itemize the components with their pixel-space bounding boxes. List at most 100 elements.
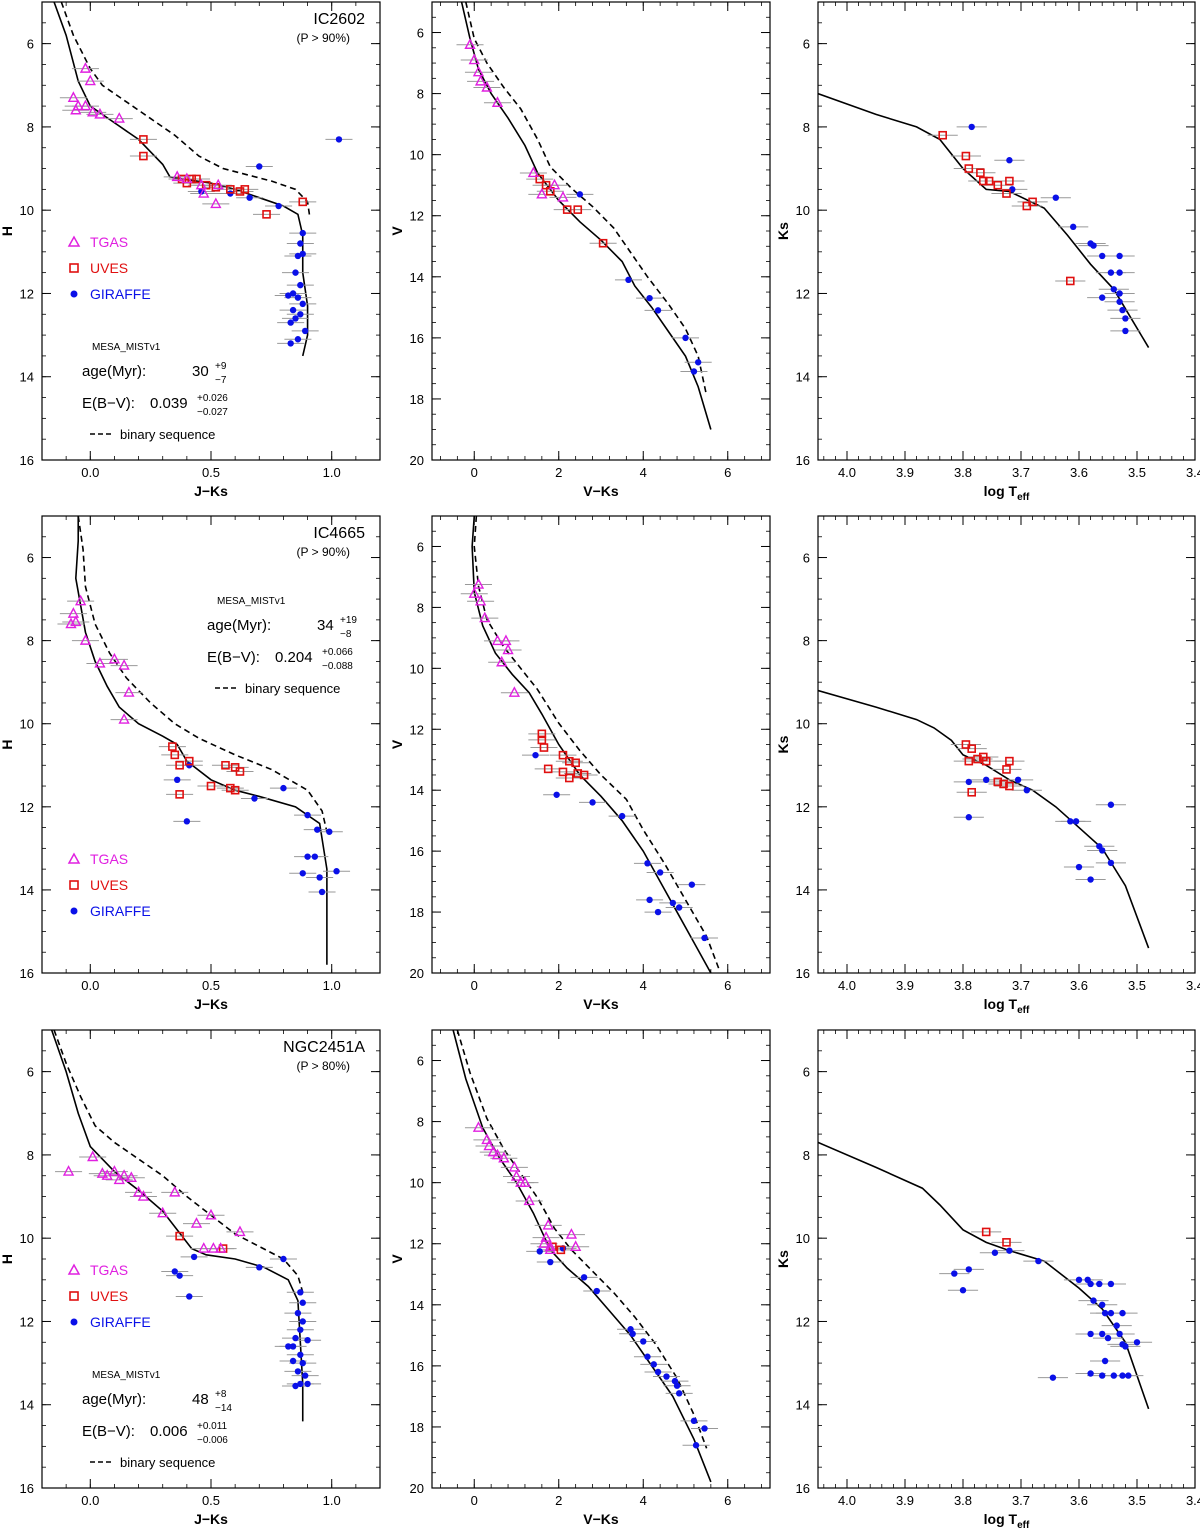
giraffe-point: [316, 874, 323, 881]
giraffe-point: [294, 336, 302, 343]
y-tick-label: 12: [410, 722, 424, 737]
legend: TGAS UVES GIRAFFE: [67, 234, 151, 302]
panel-IC2602-V-vs-V-Ks: 0 2 4 6 6 8 10 12 14 16 18 20 V−Ks V: [389, 1, 771, 499]
y-tick-label: 16: [20, 1481, 34, 1496]
x-axis-label-subscript: eff: [1017, 492, 1030, 503]
legend-uves-icon: [69, 880, 79, 890]
x-tick-label: 4: [640, 1493, 647, 1508]
tgas-point: [502, 643, 514, 655]
panel-IC4665-V-vs-V-Ks: 0 2 4 6 6 8 10 12 14 16 18 20 V−Ks V: [389, 515, 771, 1012]
x-axis-label: J−Ks: [194, 1511, 228, 1527]
y-tick-label: 14: [410, 783, 424, 798]
giraffe-point: [285, 1343, 292, 1350]
giraffe-point: [965, 1266, 972, 1273]
y-tick-label: 14: [796, 883, 810, 898]
giraffe-point: [656, 869, 664, 876]
tgas-point: [84, 74, 96, 86]
x-axis-label: J−Ks: [194, 483, 228, 499]
tgas-point: [70, 103, 82, 115]
tgas-point: [79, 634, 92, 645]
giraffe-point: [673, 1382, 681, 1389]
y-tick-label: 6: [27, 551, 34, 566]
giraffe-point: [654, 908, 662, 916]
giraffe-point: [675, 904, 683, 911]
uves-point: [558, 750, 568, 760]
giraffe-point: [1113, 1322, 1120, 1329]
x-tick-label: 0: [471, 978, 478, 993]
panel-IC4665-H-vs-J-Ks: 0.0 0.5 1.0 6 8 10 12 14 16 J−Ks H IC4665 (P > 90%) T…: [0, 515, 381, 1012]
binary-sequence-label: binary sequence: [120, 1455, 215, 1470]
legend-tgas-label: TGAS: [90, 234, 128, 250]
membership-probability: (P > 90%): [297, 545, 350, 559]
tgas-point: [207, 1242, 220, 1253]
giraffe-point: [1107, 859, 1115, 867]
y-tick-label: 16: [796, 966, 810, 981]
uves-point: [1066, 276, 1075, 286]
plot-area: [452, 1030, 719, 1483]
giraffe-point: [1087, 876, 1094, 883]
giraffe-point: [176, 1272, 183, 1279]
giraffe-point: [297, 281, 304, 289]
tgas-point: [557, 190, 569, 202]
giraffe-point: [675, 1390, 683, 1397]
giraffe-point: [1116, 252, 1123, 260]
giraffe-point: [297, 240, 304, 247]
y-tick-label: 14: [20, 370, 34, 385]
x-tick-label: 6: [724, 1493, 731, 1508]
x-axis-label: J−Ks: [194, 996, 228, 1012]
uves-point: [967, 787, 977, 797]
tgas-point: [79, 62, 92, 73]
tgas-point: [464, 38, 476, 49]
legend-giraffe-label: GIRAFFE: [90, 1314, 151, 1330]
legend-giraffe-icon: [70, 1318, 78, 1326]
tgas-point: [94, 656, 106, 668]
y-tick-label: 10: [410, 661, 424, 676]
tgas-point: [198, 187, 210, 198]
giraffe-point: [297, 1289, 304, 1296]
ebv-plus-error: +0.066: [322, 647, 353, 658]
giraffe-point: [256, 163, 263, 170]
plot-frame: [41, 1029, 381, 1489]
giraffe-point: [576, 191, 584, 198]
giraffe-point: [650, 1361, 658, 1368]
y-tick-label: 10: [20, 1231, 34, 1246]
giraffe-point: [299, 229, 306, 237]
tgas-point: [498, 1151, 510, 1163]
x-tick-label: 4.0: [838, 465, 856, 480]
giraffe-point: [593, 1287, 600, 1295]
uves-point: [175, 760, 184, 770]
giraffe-point: [304, 811, 311, 819]
giraffe-point: [629, 1330, 636, 1338]
giraffe-point: [190, 1253, 198, 1261]
giraffe-point: [1119, 1309, 1126, 1317]
tgas-point: [108, 1165, 121, 1176]
uves-point: [1002, 189, 1011, 198]
giraffe-point: [532, 751, 539, 759]
uves-point: [981, 756, 991, 766]
tgas-point: [118, 713, 130, 724]
uves-point: [556, 1245, 566, 1255]
y-axis-label: H: [0, 226, 15, 236]
isochrone-line: [818, 689, 1150, 949]
tgas-point: [472, 1121, 485, 1132]
giraffe-point: [304, 1336, 311, 1344]
y-tick-label: 14: [410, 270, 424, 285]
giraffe-point: [965, 778, 972, 786]
uves-point: [535, 174, 545, 184]
tgas-point: [67, 607, 80, 618]
giraffe-point: [289, 290, 297, 297]
y-tick-label: 12: [796, 286, 810, 301]
giraffe-point: [1006, 1247, 1013, 1254]
ebv-value: 0.204: [275, 649, 313, 666]
cluster-title: IC2602: [313, 11, 365, 28]
uves-point: [537, 729, 547, 739]
giraffe-point: [280, 1255, 287, 1263]
y-tick-label: 10: [796, 203, 810, 218]
giraffe-point: [251, 795, 258, 802]
isochrone-line: [53, 2, 309, 357]
tgas-point: [195, 178, 208, 190]
ebv-label: E(B−V):: [82, 1423, 135, 1440]
tgas-point: [540, 1231, 552, 1242]
giraffe-point: [333, 868, 340, 875]
tgas-point: [87, 1150, 99, 1162]
